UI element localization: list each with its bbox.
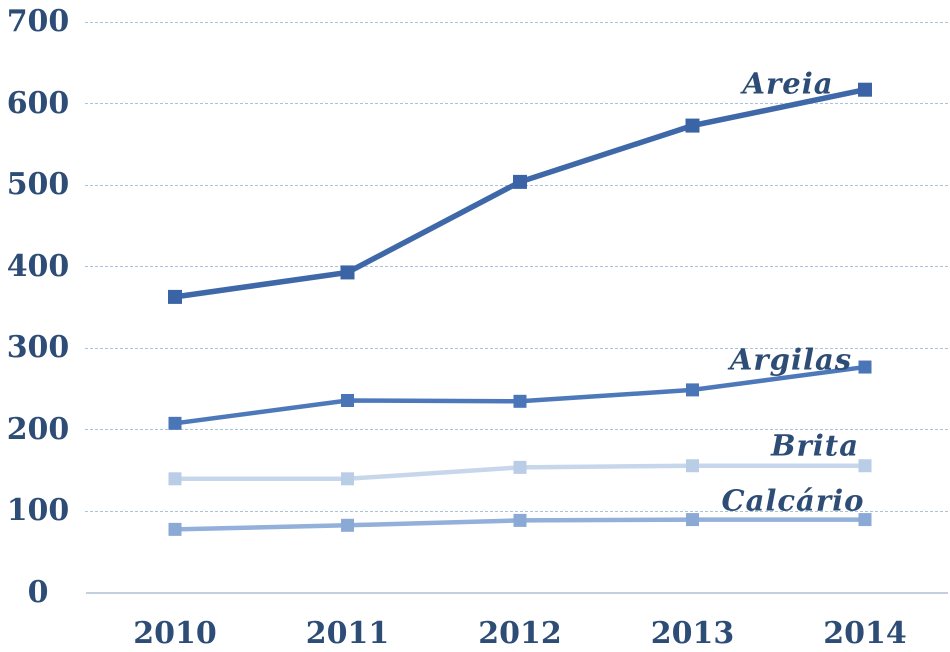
data-point-marker xyxy=(168,289,182,304)
series-label-argilas: Argilas xyxy=(729,342,853,377)
data-point-marker xyxy=(513,394,527,408)
x-axis-line xyxy=(86,592,948,594)
y-gridline xyxy=(85,429,948,431)
series-label-areia: Areia xyxy=(742,66,834,101)
y-axis-tick-label: 400 xyxy=(6,248,70,284)
data-point-marker xyxy=(858,82,872,97)
y-axis-tick-label: 700 xyxy=(6,4,70,39)
y-axis-tick-label: 600 xyxy=(6,85,70,121)
y-axis-tick-label: 500 xyxy=(6,167,70,203)
y-gridline xyxy=(85,21,948,23)
y-gridline xyxy=(85,510,948,512)
data-point-marker xyxy=(686,513,699,527)
data-point-marker xyxy=(685,118,700,133)
data-point-marker xyxy=(686,383,699,397)
y-axis-tick-label: 100 xyxy=(6,493,70,529)
x-axis-tick-label: 2012 xyxy=(478,616,562,651)
series-label-brita: Brita xyxy=(771,428,859,463)
series-line-areia xyxy=(174,87,866,300)
y-gridline xyxy=(85,266,948,268)
data-point-marker xyxy=(858,459,872,473)
series-label-calcario: Calcário xyxy=(721,483,865,518)
data-point-marker xyxy=(513,513,527,527)
data-point-marker xyxy=(858,360,872,374)
data-point-marker xyxy=(168,472,182,486)
y-gridline xyxy=(85,103,948,105)
y-axis-tick-label: 300 xyxy=(6,330,70,366)
data-point-marker xyxy=(513,460,527,474)
data-point-marker xyxy=(340,265,355,280)
data-point-marker xyxy=(341,393,354,407)
x-axis-tick-label: 2011 xyxy=(305,616,390,651)
y-gridline xyxy=(85,347,948,349)
data-point-marker xyxy=(168,416,182,430)
data-point-marker xyxy=(513,174,527,189)
data-point-marker xyxy=(168,522,182,536)
data-point-marker xyxy=(858,513,872,527)
y-axis-tick-label: 0 xyxy=(27,575,49,610)
y-axis-tick-label: 200 xyxy=(6,411,70,447)
data-point-marker xyxy=(341,472,354,486)
data-point-marker xyxy=(686,459,699,473)
x-axis-tick-label: 2010 xyxy=(133,616,217,651)
x-axis-tick-label: 2014 xyxy=(823,616,907,651)
x-axis-tick-label: 2013 xyxy=(650,616,735,651)
data-point-marker xyxy=(341,518,354,532)
